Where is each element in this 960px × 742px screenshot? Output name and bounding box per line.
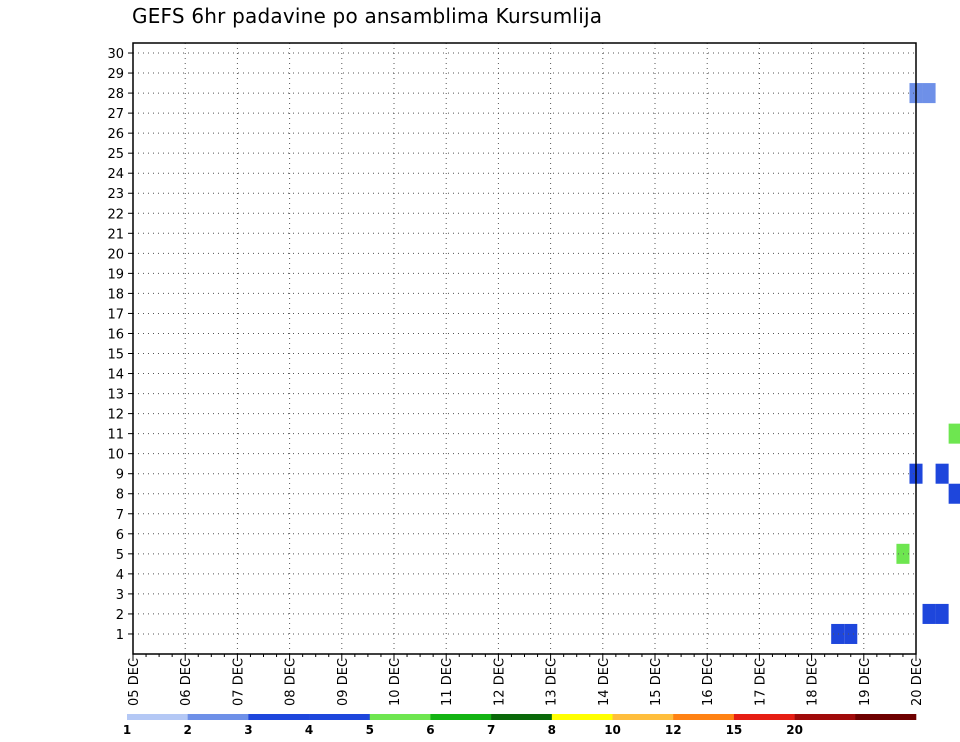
legend-label: 7 [487, 723, 495, 737]
legend-label: 12 [665, 723, 682, 737]
x-tick-label: 08 DEC [284, 658, 299, 706]
x-tick-label: 19 DEC [858, 658, 873, 706]
legend-label: 4 [305, 723, 313, 737]
heatmap-cell [922, 603, 936, 624]
y-tick-label: 10 [107, 448, 124, 463]
x-tick-label: 05 DEC [127, 658, 142, 706]
y-tick-label: 30 [107, 47, 124, 62]
y-tick-label: 12 [107, 408, 124, 423]
y-tick-label: 21 [107, 227, 124, 242]
y-tick-label: 1 [116, 628, 124, 643]
legend-swatch [673, 714, 735, 720]
y-tick-label: 5 [116, 548, 124, 563]
chart-title: GEFS 6hr padavine po ansamblima Kursumli… [132, 4, 603, 28]
y-tick-label: 15 [107, 348, 124, 363]
heatmap-cell [935, 603, 949, 624]
y-tick-label: 17 [107, 307, 124, 322]
legend-label: 3 [244, 723, 252, 737]
legend-label: 6 [426, 723, 434, 737]
legend-swatch [187, 714, 249, 720]
legend-label: 5 [366, 723, 374, 737]
y-tick-label: 23 [107, 187, 124, 202]
legend-label: 8 [548, 723, 556, 737]
y-tick-label: 20 [107, 247, 124, 262]
x-tick-label: 06 DEC [179, 658, 194, 706]
legend-swatch [127, 714, 188, 720]
heatmap-cell [844, 623, 858, 644]
y-tick-label: 8 [116, 488, 124, 503]
x-tick-label: 09 DEC [336, 658, 351, 706]
y-tick-label: 4 [116, 568, 124, 583]
y-tick-label: 13 [107, 388, 124, 403]
x-tick-label: 20 DEC [910, 658, 925, 706]
x-tick-label: 10 DEC [388, 658, 403, 706]
y-tick-label: 9 [116, 468, 124, 483]
legend-swatch [369, 714, 431, 720]
y-tick-label: 22 [107, 207, 124, 222]
legend-swatch [309, 714, 371, 720]
legend-swatch [855, 714, 917, 720]
y-tick-label: 6 [116, 528, 124, 543]
x-tick-label: 15 DEC [649, 658, 664, 706]
x-tick-label: 17 DEC [753, 658, 768, 706]
heatmap-cell [948, 423, 960, 444]
y-tick-label: 28 [107, 87, 124, 102]
x-tick-label: 18 DEC [806, 658, 821, 706]
legend-swatch [733, 714, 795, 720]
y-tick-label: 14 [107, 368, 124, 383]
legend-label: 15 [726, 723, 743, 737]
x-tick-label: 07 DEC [231, 658, 246, 706]
legend-swatch [551, 714, 613, 720]
y-tick-label: 16 [107, 327, 124, 342]
legend-swatch [794, 714, 856, 720]
x-tick-label: 14 DEC [597, 658, 612, 706]
legend-swatch [491, 714, 553, 720]
heatmap-cell [922, 83, 936, 104]
y-tick-label: 19 [107, 267, 124, 282]
y-tick-label: 29 [107, 67, 124, 82]
y-tick-label: 7 [116, 508, 124, 523]
legend-label: 2 [184, 723, 192, 737]
heatmap-cell [948, 483, 960, 504]
legend-label: 1 [123, 723, 131, 737]
legend-swatch [248, 714, 310, 720]
heatmap-cell [896, 543, 910, 564]
y-tick-label: 27 [107, 107, 124, 122]
y-tick-label: 26 [107, 127, 124, 142]
y-tick-label: 11 [107, 428, 124, 443]
y-tick-label: 24 [107, 167, 124, 182]
heatmap-cell [831, 623, 845, 644]
x-tick-label: 12 DEC [492, 658, 507, 706]
legend-label: 20 [786, 723, 803, 737]
x-tick-label: 13 DEC [545, 658, 560, 706]
x-tick-label: 16 DEC [701, 658, 716, 706]
legend-swatch [612, 714, 674, 720]
y-tick-label: 18 [107, 287, 124, 302]
legend-swatch [430, 714, 492, 720]
legend-label: 10 [604, 723, 621, 737]
x-tick-label: 11 DEC [440, 658, 455, 706]
y-tick-label: 25 [107, 147, 124, 162]
y-tick-label: 2 [116, 608, 124, 623]
plot-frame [132, 42, 917, 655]
heatmap-cell [935, 463, 949, 484]
y-tick-label: 3 [116, 588, 124, 603]
